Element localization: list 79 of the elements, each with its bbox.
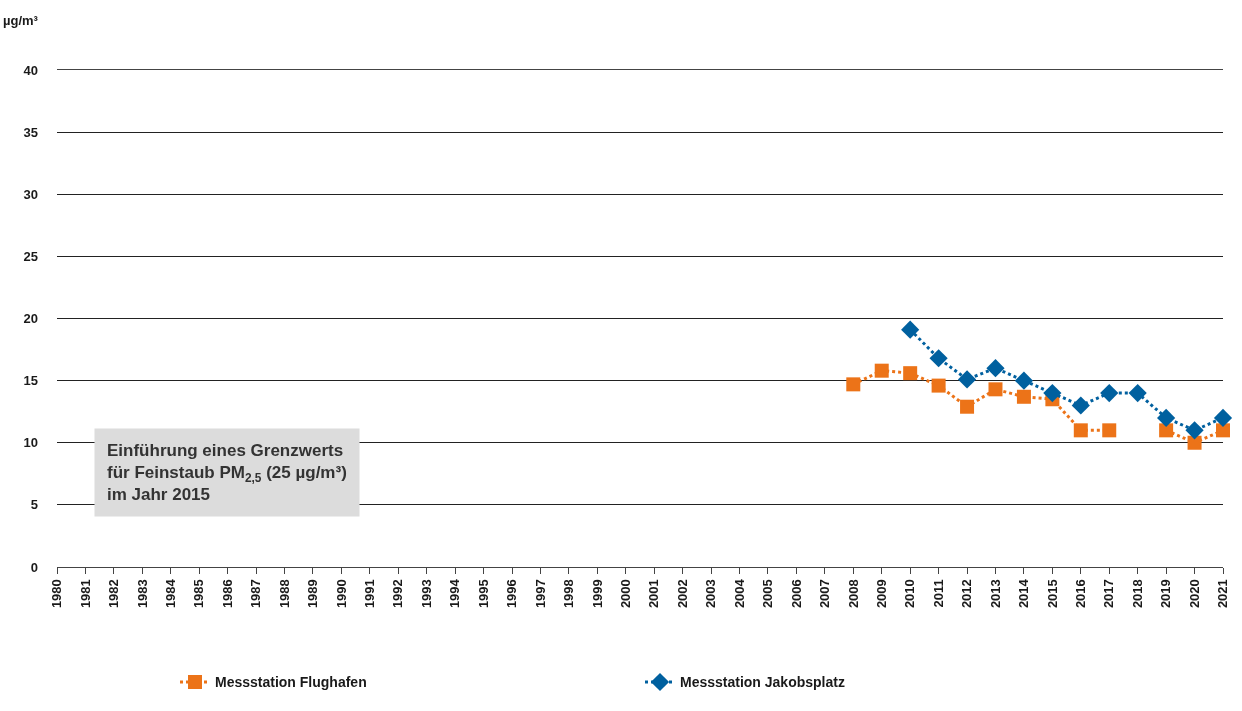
x-tick-label: 1992 xyxy=(390,579,406,609)
x-tick-label: 1985 xyxy=(191,579,207,609)
x-tick-label: 2020 xyxy=(1186,579,1202,609)
x-tick-label: 1987 xyxy=(248,579,264,609)
point xyxy=(1159,423,1174,438)
x-tick-label: 2009 xyxy=(873,579,889,609)
x-tick-label: 1997 xyxy=(532,579,548,609)
x-tick-label: 2001 xyxy=(646,579,662,609)
x-tick-label: 1984 xyxy=(162,578,178,609)
point xyxy=(988,382,1003,397)
point xyxy=(1100,383,1119,403)
x-tick-label: 2003 xyxy=(703,579,719,609)
point xyxy=(1043,383,1062,403)
x-tick-label: 1989 xyxy=(305,579,321,609)
x-tick-label: 1991 xyxy=(362,579,378,609)
y-tick-label: 25 xyxy=(23,248,38,264)
point xyxy=(929,349,948,368)
x-tick-label: 1995 xyxy=(475,579,491,609)
x-tick-label: 1999 xyxy=(589,579,605,609)
point xyxy=(1213,408,1233,427)
point xyxy=(1187,435,1202,450)
y-tick-label: 5 xyxy=(30,497,38,513)
x-tick-label: 1988 xyxy=(276,579,292,609)
point xyxy=(874,363,889,378)
x-tick-label: 2021 xyxy=(1215,579,1231,609)
y-tick-label: 40 xyxy=(23,62,38,78)
point xyxy=(1157,408,1176,427)
x-tick-label: 1986 xyxy=(219,579,235,609)
point xyxy=(903,366,918,381)
x-tick-label: 1998 xyxy=(561,579,577,609)
x-tick-label: 2017 xyxy=(1101,579,1117,609)
text: Einführung eines Grenzwerts für Feinstaub PM$_{2,5}$ (25 µg/m³) im Jahr 2015 xyxy=(107,441,347,505)
x-tick-label: 1982 xyxy=(106,579,122,609)
x-tick-label: 2010 xyxy=(902,579,918,609)
x-tick-label: 2011 xyxy=(930,579,946,608)
y-tick-label: 35 xyxy=(23,124,38,140)
point xyxy=(1014,371,1034,390)
x-tick-label: 1990 xyxy=(333,579,349,609)
y-tick-label: 15 xyxy=(23,373,38,389)
point xyxy=(1216,423,1230,438)
point xyxy=(846,377,861,392)
x-tick-label: 2014 xyxy=(1016,578,1032,609)
x-tick-label: 2007 xyxy=(817,579,833,609)
point xyxy=(986,359,1005,378)
y-tick-label: 10 xyxy=(23,435,38,451)
point xyxy=(931,378,946,393)
legend-label: Messstation Jakobsplatz xyxy=(680,674,845,691)
y-tick-label: 20 xyxy=(23,311,38,327)
x-tick-label: 2016 xyxy=(1073,579,1089,609)
x-tick-label: 2000 xyxy=(618,579,634,609)
point xyxy=(901,320,920,339)
x-tick-label: 1981 xyxy=(77,579,93,609)
x-tick-label: 1983 xyxy=(134,579,150,609)
x-tick-label: 1994 xyxy=(447,578,463,609)
x-tick-label: 1993 xyxy=(418,579,434,609)
x-tick-label: 2012 xyxy=(959,579,975,609)
x-tick-label: 2015 xyxy=(1044,579,1060,609)
x-tick-label: 2004 xyxy=(731,578,747,609)
x-tick-label: 2018 xyxy=(1129,579,1145,609)
legend-label: Messstation Flughafen xyxy=(215,674,367,691)
x-tick-label: 2008 xyxy=(845,579,861,609)
point xyxy=(957,370,977,389)
point xyxy=(1128,383,1147,403)
point xyxy=(1185,421,1204,440)
x-tick-label: 2005 xyxy=(760,579,776,609)
point xyxy=(1016,389,1031,404)
x-tick-label: 2019 xyxy=(1158,579,1174,609)
y-axis-title: µg/m³ xyxy=(3,13,39,28)
x-tick-label: 1996 xyxy=(504,579,520,609)
y-tick-label: 0 xyxy=(30,559,38,575)
point xyxy=(1102,423,1117,438)
x-tick-label: 2006 xyxy=(788,579,804,609)
x-tick-label: 2002 xyxy=(674,579,690,609)
x-tick-label: 2013 xyxy=(987,579,1003,609)
point xyxy=(1073,423,1088,438)
point xyxy=(960,399,975,414)
point xyxy=(1071,396,1090,415)
y-tick-label: 30 xyxy=(23,186,38,202)
x-tick-label: 1980 xyxy=(49,579,65,609)
